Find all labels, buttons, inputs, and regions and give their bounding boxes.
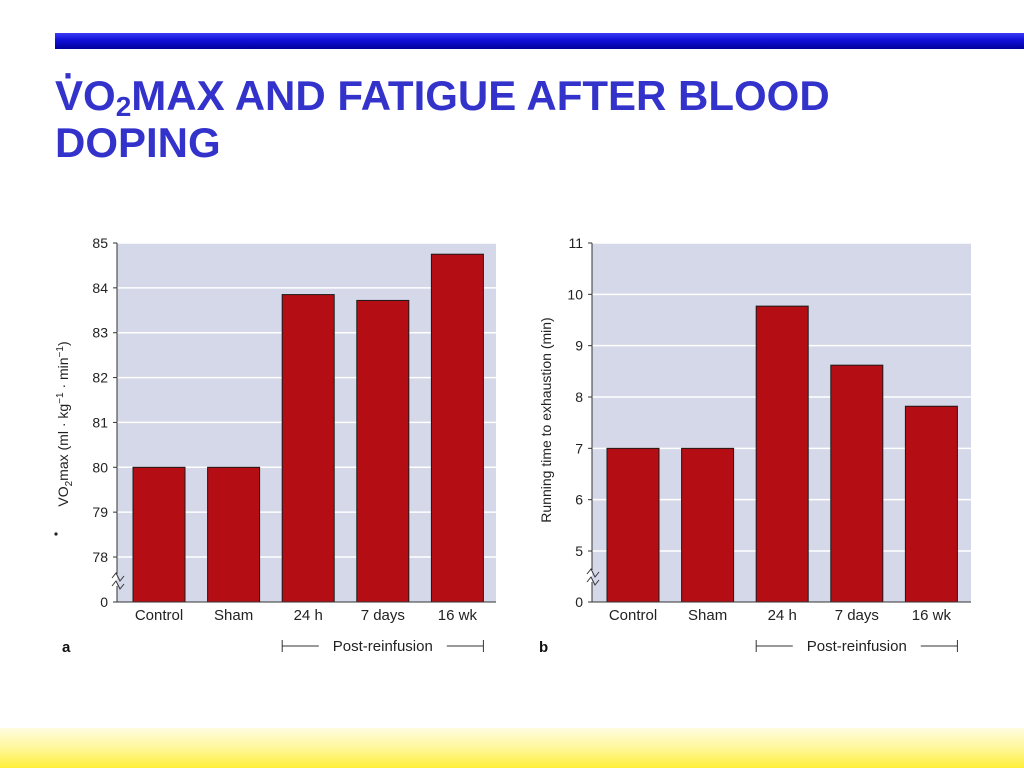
bar [132,466,186,603]
header-accent-bar [55,33,1024,49]
x-tick-label: Control [135,607,183,624]
bar [430,253,484,603]
y-tick-label: 84 [92,280,108,296]
bar [681,447,735,603]
y-tick-label: 10 [567,286,583,302]
axis-break-mark [111,580,125,590]
bar [207,466,261,603]
y-tick-label: 79 [92,504,108,520]
bar [755,305,809,603]
y-tick-label: 5 [575,543,583,559]
y-tick-label: 0 [575,594,583,610]
bar [281,294,335,603]
x-tick-label: 7 days [835,607,879,624]
slide-title: V · O2MAX AND FATIGUE AFTER BLOOD DOPING [55,55,1005,167]
bar [904,405,958,603]
title-rest: MAX AND FATIGUE AFTER BLOOD DOPING [55,72,830,166]
y-tick-label: 9 [575,338,583,354]
x-tick-label: 16 wk [912,607,952,624]
y-label-superscript: −1 [55,392,66,404]
footer-band [0,728,1024,768]
x-tick-label: Control [609,607,657,624]
y-tick-label: 83 [92,325,108,341]
axis-break-mark [111,572,125,582]
chart-b: 0 5 6 7 8 9 10 11 Control Sham 24 h 7 days 16 wk Runn… [538,235,971,656]
y-tick-label: 11 [568,235,583,251]
y-label-part: V [55,497,71,507]
y-tick-label: 8 [575,389,583,405]
chart-a: 0 78 79 80 81 82 83 84 85 Control Sham 24 h 7 days 16… [54,235,496,656]
y-tick-label: 0 [100,594,108,610]
y-tick-label: 80 [92,459,108,475]
y-label-v-dot [54,532,58,536]
group-label: Post-reinfusion [333,638,433,655]
y-tick-label: 85 [92,235,108,251]
y-tick-label: 6 [575,492,583,508]
bar [830,364,884,603]
x-tick-label: 24 h [768,607,797,624]
x-tick-label: 7 days [361,607,405,624]
bar [606,447,660,603]
y-label-subscript: 2 [64,480,75,486]
y-tick-label: 82 [92,370,108,386]
axis-break-mark [586,576,600,586]
x-tick-label: Sham [688,607,727,624]
title-o: O [83,72,116,119]
y-axis-label: VO2max (ml · kg−1 · min−1) [55,341,75,506]
y-label-part: O [55,486,71,497]
y-tick-label: 81 [92,414,108,430]
panel-label: b [539,639,548,656]
title-v-glyph: V · [55,55,84,120]
title-subscript: 2 [115,91,132,122]
x-tick-label: 16 wk [438,607,478,624]
y-label-superscript: −1 [55,346,66,358]
x-tick-label: 24 h [294,607,323,624]
panel-label: a [62,639,71,656]
y-label-part: max (ml · kg [55,404,71,481]
title-v-dot: · [63,55,75,96]
x-tick-label: Sham [214,607,253,624]
y-tick-label: 78 [92,549,108,565]
bar [356,299,410,603]
y-label-part: · min [55,357,71,392]
y-tick-label: 7 [575,440,583,456]
axis-break-mark [586,568,600,578]
group-label: Post-reinfusion [807,638,907,655]
y-label-part: ) [55,341,71,346]
y-axis-label: Running time to exhaustion (min) [538,317,554,522]
